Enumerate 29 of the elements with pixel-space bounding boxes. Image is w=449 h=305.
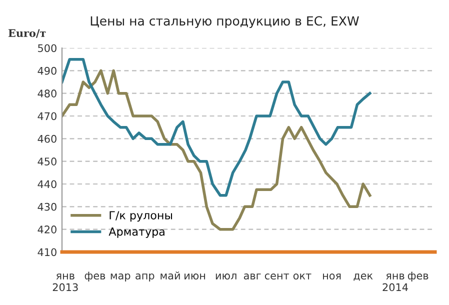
x-tick-label: июл (216, 274, 236, 280)
y-tick-label: 490 (38, 66, 56, 75)
x-tick-label: янв 2013 (52, 274, 78, 292)
y-tick-label: 450 (38, 158, 56, 166)
x-tick-label: янв 2014 (382, 274, 408, 292)
y-tick-label: 440 (38, 180, 56, 188)
x-tick-label: ноя (323, 274, 341, 280)
x-tick-label: фев (408, 272, 428, 282)
x-tick-label: дек (354, 274, 373, 281)
line-series (62, 58, 372, 197)
chart-title: Цены на стальную продукцию в ЕС, EXW (90, 16, 359, 28)
y-tick-label: 480 (38, 90, 56, 98)
y-tick-label: 500 (38, 44, 56, 52)
x-tick-label: окт (293, 274, 312, 280)
x-tick-label: сент (264, 274, 290, 280)
y-tick-label: 430 (38, 202, 56, 211)
y-tick-label: 410 (38, 248, 56, 256)
x-tick-label: май (160, 271, 180, 280)
legend-label: Г/к рулоны (110, 211, 172, 222)
y-axis-title: Euro/т (8, 29, 46, 38)
x-tick-label: апр (136, 274, 154, 282)
y-tick-label: 470 (38, 112, 56, 120)
x-tick-label: фев (84, 272, 106, 282)
y-tick-label: 420 (38, 226, 56, 234)
y-tick-label: 460 (38, 134, 56, 143)
x-tick-label: июн (184, 274, 206, 280)
legend-label: Арматура (108, 228, 164, 238)
x-tick-label: мар (110, 274, 130, 282)
x-tick-label: авг (244, 274, 261, 280)
